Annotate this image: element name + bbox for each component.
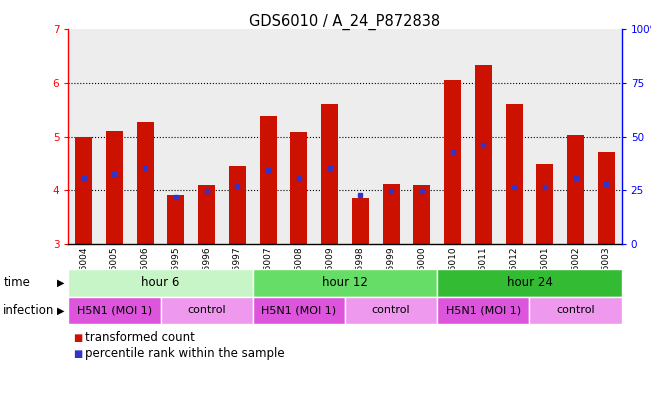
Bar xyxy=(345,29,376,244)
Bar xyxy=(437,29,468,244)
Text: H5N1 (MOI 1): H5N1 (MOI 1) xyxy=(446,305,521,316)
Bar xyxy=(376,29,406,244)
Bar xyxy=(406,29,437,244)
Bar xyxy=(199,185,215,244)
Bar xyxy=(413,185,430,244)
Bar xyxy=(99,29,130,244)
Bar xyxy=(567,136,584,244)
Text: GDS6010 / A_24_P872838: GDS6010 / A_24_P872838 xyxy=(249,14,441,30)
Bar xyxy=(321,105,338,244)
Bar xyxy=(191,29,222,244)
Text: control: control xyxy=(372,305,410,316)
Bar xyxy=(253,269,437,297)
Bar xyxy=(561,29,591,244)
Bar xyxy=(598,152,615,244)
Bar xyxy=(167,195,184,244)
Bar xyxy=(314,29,345,244)
Bar xyxy=(130,29,161,244)
Bar xyxy=(468,29,499,244)
Bar xyxy=(345,297,437,324)
Bar xyxy=(529,29,561,244)
Bar xyxy=(68,29,99,244)
Bar xyxy=(475,65,492,244)
Text: hour 12: hour 12 xyxy=(322,276,368,290)
Text: hour 24: hour 24 xyxy=(506,276,553,290)
Bar xyxy=(506,105,523,244)
Text: transformed count: transformed count xyxy=(85,331,195,345)
Bar xyxy=(137,122,154,244)
Bar xyxy=(383,184,400,244)
Text: percentile rank within the sample: percentile rank within the sample xyxy=(85,347,284,360)
Bar xyxy=(529,297,622,324)
Bar xyxy=(76,136,92,244)
Text: hour 6: hour 6 xyxy=(141,276,180,290)
Bar xyxy=(352,198,369,244)
Text: ▶: ▶ xyxy=(57,278,64,288)
Bar xyxy=(260,116,277,244)
Bar xyxy=(437,269,622,297)
Bar xyxy=(68,297,161,324)
Bar xyxy=(161,29,191,244)
Bar xyxy=(253,297,345,324)
Bar xyxy=(444,80,461,244)
Text: ▶: ▶ xyxy=(57,305,64,316)
Text: time: time xyxy=(3,276,30,290)
Text: infection: infection xyxy=(3,304,55,317)
Bar xyxy=(437,297,529,324)
Bar xyxy=(161,297,253,324)
Bar xyxy=(290,132,307,244)
Bar xyxy=(284,29,314,244)
Text: control: control xyxy=(187,305,226,316)
Bar xyxy=(229,166,246,244)
Bar xyxy=(106,131,123,244)
Text: H5N1 (MOI 1): H5N1 (MOI 1) xyxy=(77,305,152,316)
Bar xyxy=(591,29,622,244)
Bar xyxy=(253,29,284,244)
Text: ■: ■ xyxy=(74,333,83,343)
Bar xyxy=(68,269,253,297)
Bar xyxy=(536,164,553,244)
Bar xyxy=(499,29,529,244)
Text: ■: ■ xyxy=(74,349,83,359)
Text: control: control xyxy=(557,305,595,316)
Text: H5N1 (MOI 1): H5N1 (MOI 1) xyxy=(261,305,337,316)
Bar xyxy=(222,29,253,244)
